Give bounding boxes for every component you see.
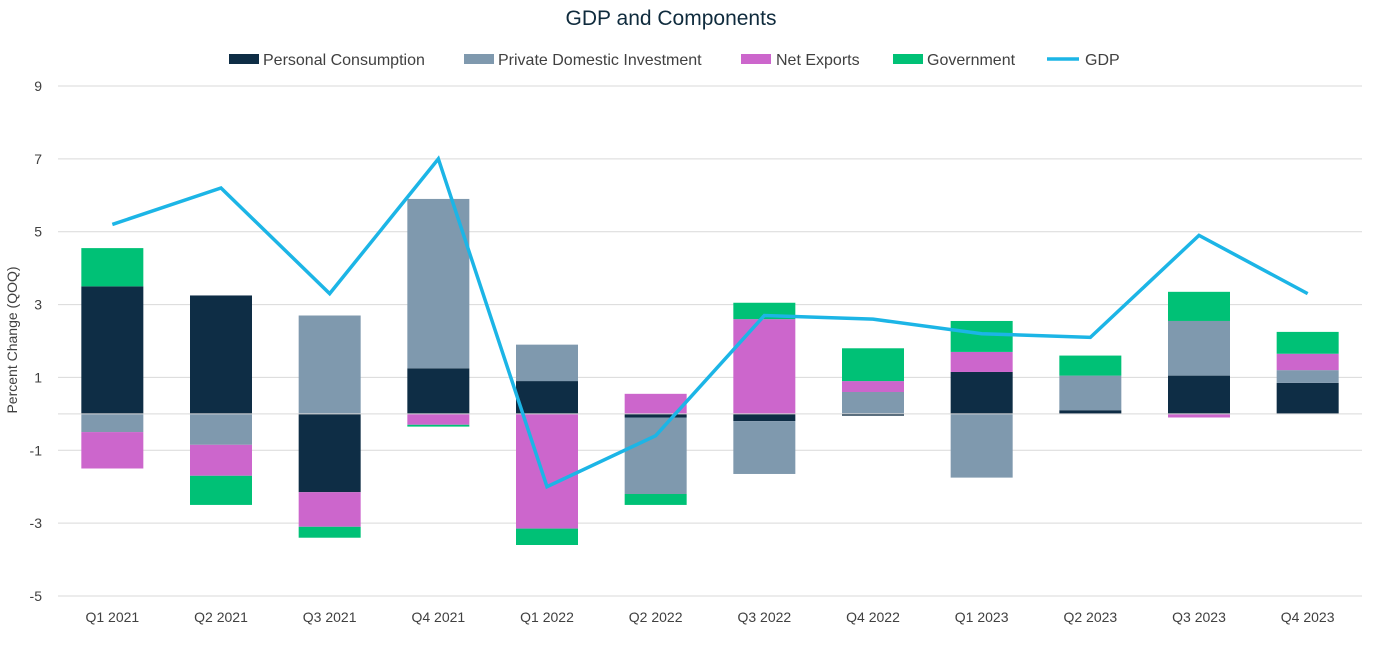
bar-government [1276,331,1339,354]
bar-personal-consumption [81,286,144,414]
bar-net-exports [1168,413,1230,418]
legend-label-gdp: GDP [1085,52,1120,69]
x-tick-label: Q2 2021 [194,609,248,625]
bar-net-exports [733,319,796,414]
bar-private-domestic-investment [1168,320,1230,376]
bar-government [842,348,904,382]
y-tick-label: -1 [30,442,43,458]
x-tick-label: Q3 2022 [737,609,791,625]
bar-net-exports [190,444,252,476]
chart-title: GDP and Components [566,7,777,30]
legend-swatch-personal-consumption [229,54,259,64]
bars [81,198,1339,545]
legend-swatch-net-exports [741,54,771,64]
legend-swatch-government [893,54,923,64]
bar-net-exports [1276,353,1339,371]
x-tick-label: Q4 2021 [411,609,465,625]
line-gdp [111,155,1309,490]
bar-private-domestic-investment [298,315,361,414]
legend-label-net-exports: Net Exports [776,52,860,69]
bar-personal-consumption [733,413,796,422]
bar-private-domestic-investment [1276,370,1339,383]
bar-personal-consumption [842,413,904,416]
x-tick-label: Q1 2022 [520,609,574,625]
bar-personal-consumption [950,371,1013,414]
bar-government [516,528,578,545]
bar-private-domestic-investment [1059,375,1122,411]
bar-net-exports [407,413,470,425]
bar-private-domestic-investment [733,421,796,474]
gdp-line [111,155,1309,490]
bar-private-domestic-investment [190,413,252,445]
legend-label-private-domestic-investment: Private Domestic Investment [498,52,702,69]
bar-personal-consumption [1276,382,1339,414]
x-tick-label: Q1 2023 [955,609,1009,625]
y-tick-label: 9 [34,78,42,94]
legend-swatch-private-domestic-investment [464,54,494,64]
bar-government [1168,291,1230,321]
bar-government [407,424,470,427]
y-tick-label: 1 [34,369,42,385]
legend-label-personal-consumption: Personal Consumption [263,52,425,69]
bar-personal-consumption [190,295,252,414]
y-tick-label: 5 [34,224,42,240]
x-axis-ticks: Q1 2021 Q2 2021 Q3 2021 Q4 2021 Q1 2022 Q2 20… [85,609,1334,625]
bar-net-exports [516,413,578,529]
y-tick-label: -5 [30,588,43,604]
x-tick-label: Q4 2022 [846,609,900,625]
bar-personal-consumption [516,381,578,414]
gridlines [58,85,1362,597]
legend-label-government: Government [927,52,1016,69]
bar-government [81,248,144,287]
x-tick-label: Q4 2023 [1281,609,1335,625]
bar-government [1059,355,1122,376]
bar-personal-consumption [298,413,361,493]
bar-government [624,494,687,505]
x-tick-label: Q2 2022 [629,609,683,625]
x-tick-label: Q2 2023 [1063,609,1117,625]
chart-legend: Personal Consumption Private Domestic Inv… [229,52,1120,69]
bar-net-exports [81,432,144,469]
bar-private-domestic-investment [950,413,1013,478]
y-axis-label: Percent Change (QOQ) [4,266,20,413]
bar-private-domestic-investment [407,198,470,369]
x-tick-label: Q3 2021 [303,609,357,625]
bar-personal-consumption [624,413,687,418]
bar-government [298,526,361,538]
bar-personal-consumption [407,368,470,414]
bar-net-exports [624,393,687,414]
bar-government [950,320,1013,352]
x-tick-label: Q1 2021 [85,609,139,625]
bar-net-exports [950,351,1013,372]
bar-private-domestic-investment [81,413,144,433]
y-tick-label: 7 [34,151,42,167]
bar-net-exports [842,381,904,392]
y-tick-label: -3 [30,515,43,531]
bar-personal-consumption [1059,410,1122,414]
bar-private-domestic-investment [842,392,904,414]
x-tick-label: Q3 2023 [1172,609,1226,625]
bar-personal-consumption [1168,375,1230,414]
bar-private-domestic-investment [624,417,687,494]
bar-government [190,475,252,505]
bar-private-domestic-investment [516,344,578,382]
bar-net-exports [298,492,361,527]
y-tick-label: 3 [34,297,42,313]
y-axis-ticks: 9 7 5 3 1 -1 -3 -5 [30,78,43,604]
